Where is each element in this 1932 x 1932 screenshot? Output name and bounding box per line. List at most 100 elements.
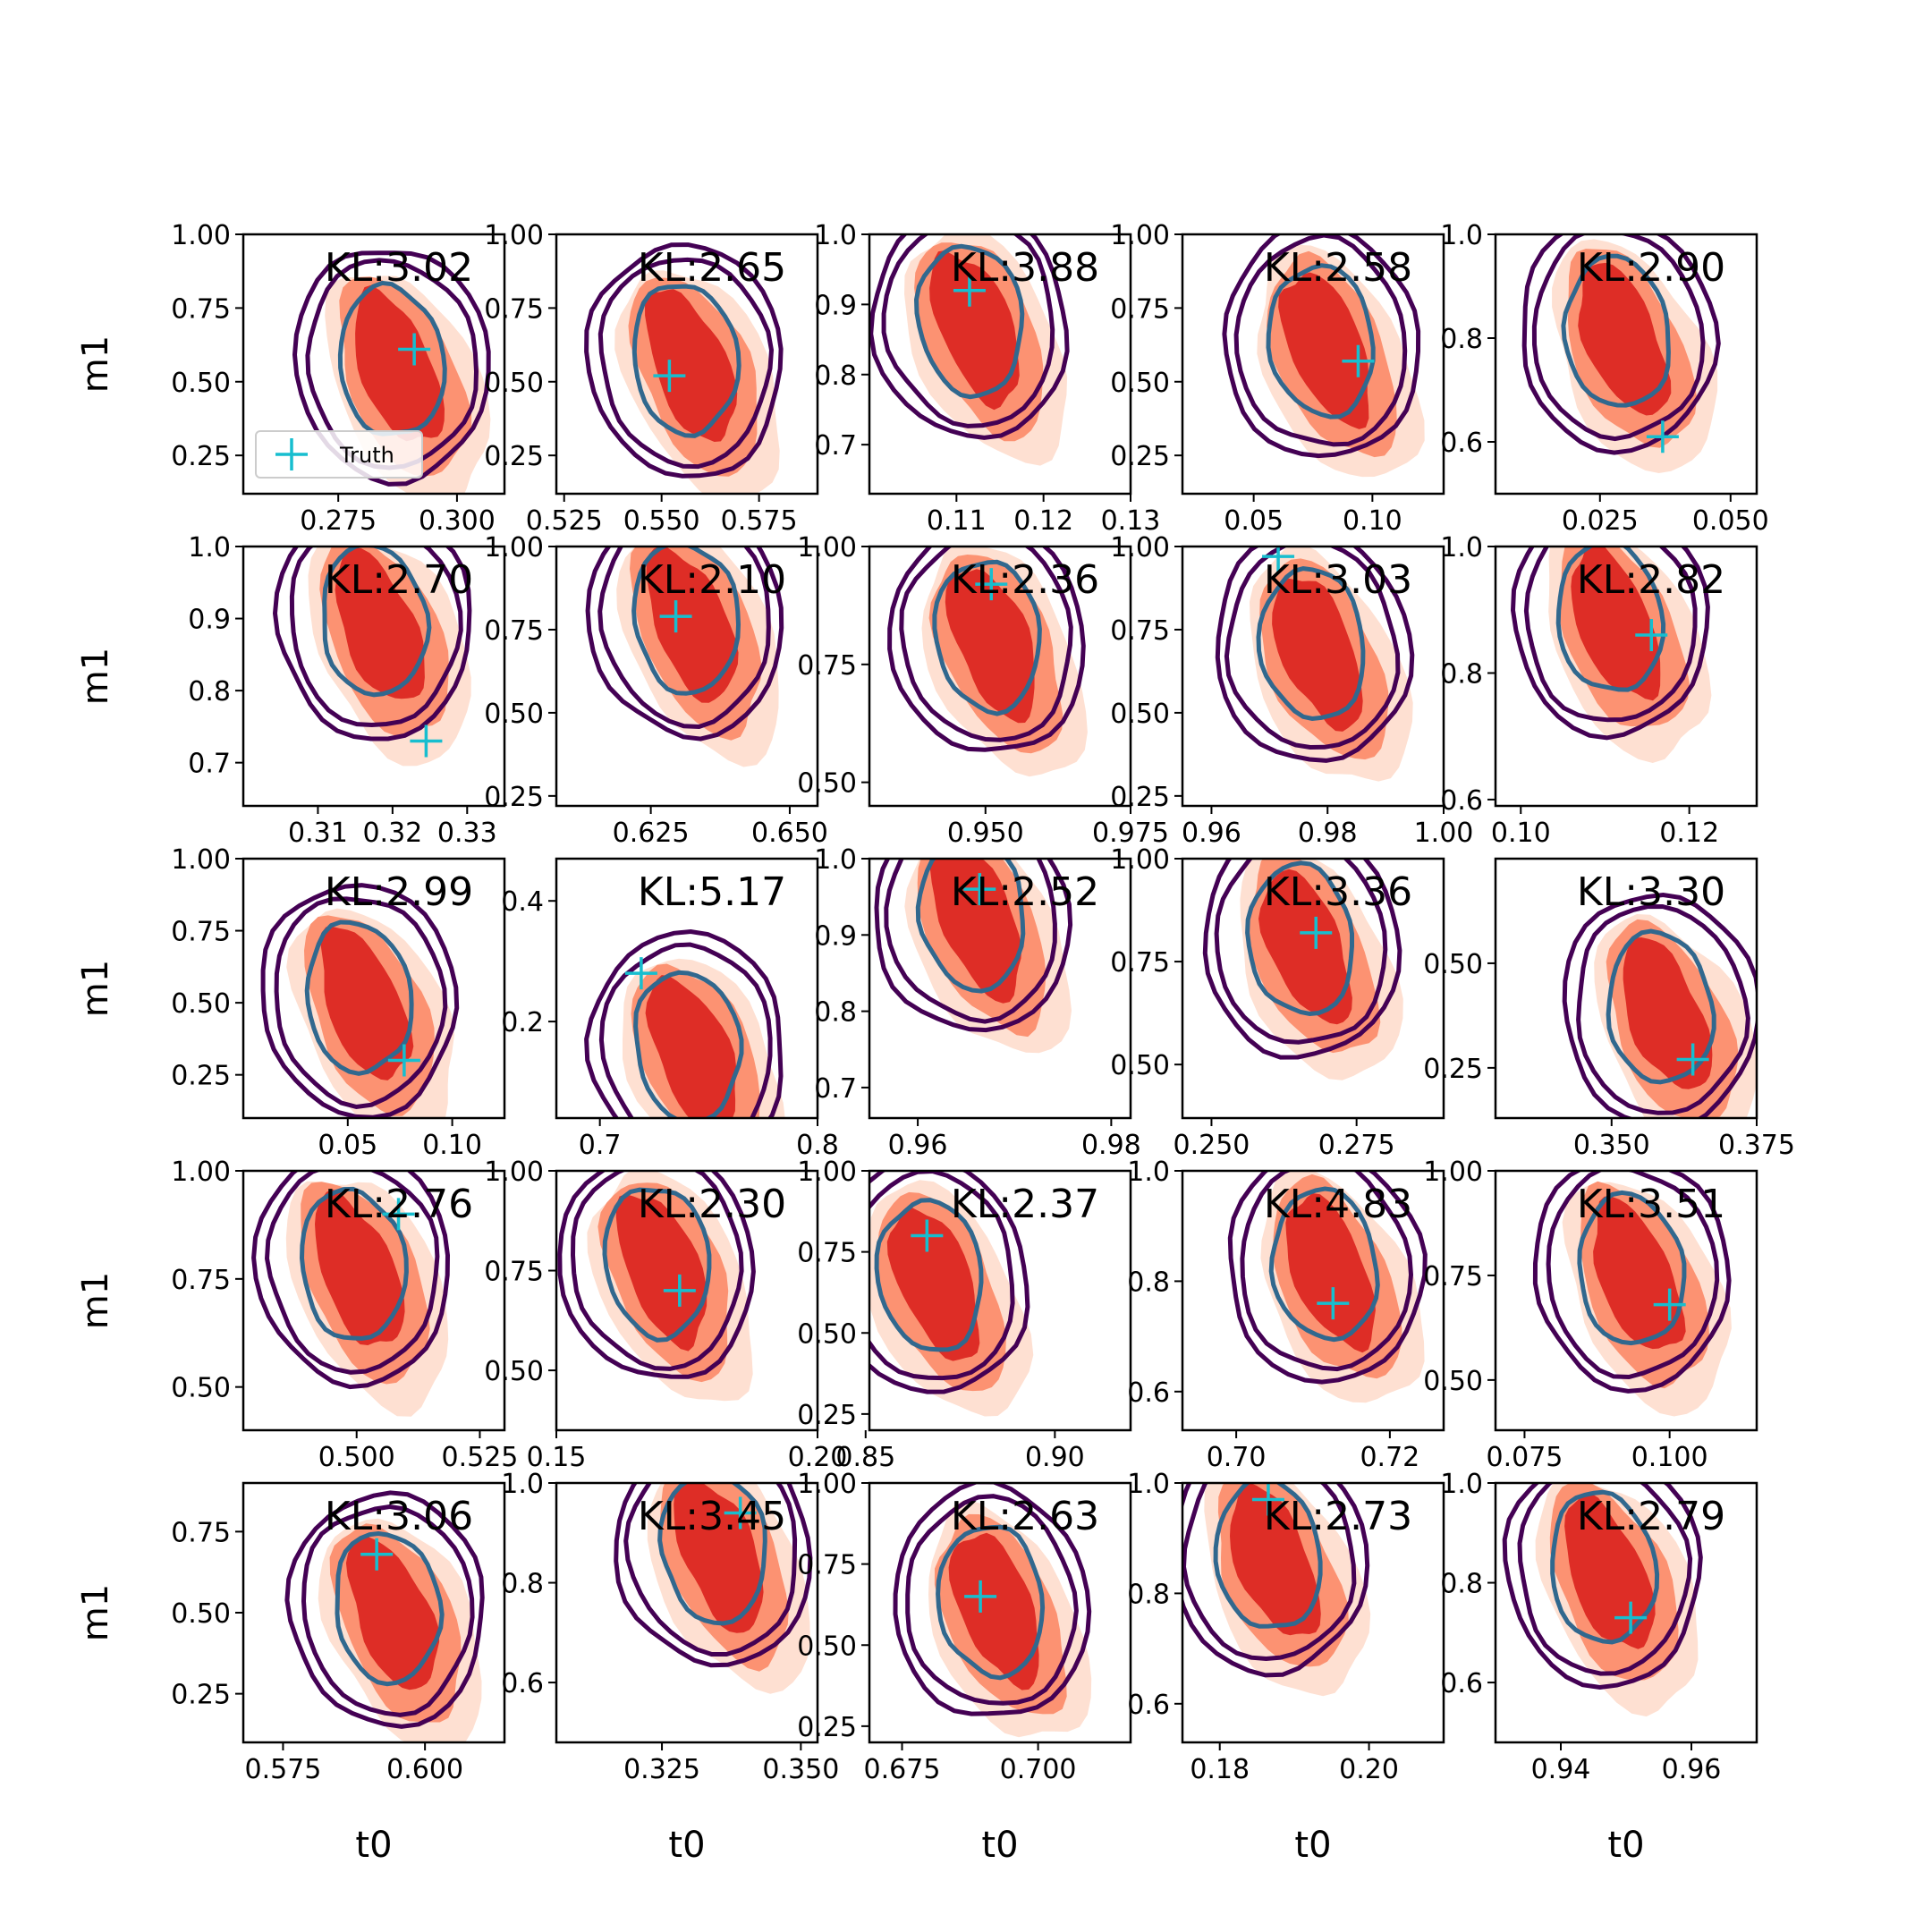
y-tick-label: 0.50 [484, 368, 544, 399]
y-axis-label: m1 [75, 335, 116, 393]
contour-middle [884, 859, 1057, 1024]
x-tick-label: 0.12 [1013, 505, 1073, 537]
contour-inner [631, 547, 741, 696]
density-plot [893, 1483, 1092, 1738]
truth-marker [1300, 916, 1333, 949]
density-plot [260, 883, 460, 1118]
x-tick-label: 0.600 [386, 1754, 463, 1785]
axes-frame [555, 1481, 819, 1744]
subplot-3: 0.11 0.12 0.13 0.7 0.8 0.9 1.0 KL:3.88 [814, 220, 1160, 537]
contour-inner [335, 1530, 445, 1687]
kl-label: KL:3.03 [1264, 557, 1412, 603]
density-fill-dark [929, 250, 1020, 411]
y-tick-label: 0.25 [484, 441, 544, 472]
y-tick-label: 0.50 [1423, 1366, 1483, 1397]
y-tick-label: 0.4 [501, 886, 544, 918]
subplot-6: 0.31 0.32 0.33 0.7 0.8 0.9 1.0 KL:2.70 [188, 532, 506, 849]
y-axis-label: m1 [75, 648, 116, 705]
x-tick-label: 0.10 [422, 1130, 482, 1161]
density-fill-dark [615, 1194, 708, 1352]
density-plot [869, 1171, 1034, 1417]
kl-label: KL:3.30 [1577, 869, 1725, 915]
y-tick-label: 0.25 [1110, 782, 1170, 813]
y-tick-label: 0.25 [484, 782, 544, 813]
x-tick-label: 0.350 [762, 1754, 839, 1785]
y-tick-label: 1.00 [1110, 220, 1170, 251]
truth-marker [410, 724, 443, 758]
truth-marker [653, 360, 686, 393]
contour-middle [1233, 234, 1408, 447]
x-tick-label: 0.98 [1081, 1130, 1141, 1161]
y-tick-label: 0.8 [1127, 1579, 1170, 1610]
x-tick-label: 0.950 [947, 818, 1024, 849]
contour-middle [305, 258, 479, 470]
kl-label: KL:5.17 [638, 869, 786, 915]
y-tick-label: 0.75 [797, 1238, 857, 1269]
y-tick-label: 0.75 [1110, 293, 1170, 325]
axes-frame [242, 857, 506, 1120]
y-tick-label: 0.75 [171, 293, 231, 325]
density-plot [584, 928, 785, 1118]
truth-marker [724, 1496, 757, 1530]
contour-middle [1182, 1483, 1357, 1662]
density-fill-dark [948, 1532, 1039, 1690]
kl-label: KL:2.52 [951, 869, 1099, 915]
x-tick-label: 0.18 [1190, 1754, 1250, 1785]
kl-label: KL:3.88 [951, 245, 1099, 291]
contour-outer [887, 547, 1086, 752]
contour-outer [585, 547, 784, 741]
y-tick-label: 0.8 [1440, 324, 1483, 355]
density-plot [1227, 1171, 1428, 1403]
legend-label: Truth [339, 443, 394, 468]
density-fill-dark [1571, 547, 1661, 701]
kl-label: KL:3.45 [638, 1494, 786, 1539]
y-tick-label: 0.25 [171, 1061, 231, 1092]
contour-outer [584, 242, 784, 479]
density-plot [887, 547, 1088, 777]
y-tick-label: 0.2 [501, 1007, 544, 1038]
y-tick-label: 0.7 [814, 430, 857, 462]
kl-label: KL:4.83 [1264, 1182, 1412, 1227]
axes-frame [1181, 857, 1445, 1120]
x-tick-label: 0.33 [437, 818, 497, 849]
contour-outer [614, 1483, 813, 1668]
y-tick-label: 1.0 [814, 844, 857, 876]
density-fill-dark [1593, 1196, 1686, 1350]
subplot-4: 0.05 0.10 0.25 0.50 0.75 1.00 KL:2.58 [1110, 220, 1445, 537]
y-tick-label: 1.0 [501, 1469, 544, 1500]
contour-inner [1550, 1489, 1660, 1645]
x-tick-label: 0.85 [835, 1442, 895, 1473]
x-tick-label: 0.975 [1092, 818, 1169, 849]
contour-outer [1521, 234, 1721, 455]
y-tick-label: 0.25 [797, 1712, 857, 1743]
contour-outer [1227, 1171, 1428, 1385]
kl-label: KL:2.65 [638, 245, 786, 291]
y-tick-label: 0.25 [1423, 1054, 1483, 1085]
y-tick-label: 0.50 [171, 1373, 231, 1404]
y-tick-label: 0.6 [1127, 1377, 1170, 1409]
contour-middle [1224, 547, 1401, 750]
truth-marker [1635, 619, 1668, 652]
contour-inner [602, 1187, 712, 1343]
truth-marker [387, 1044, 420, 1077]
subplot-14: 0.250 0.275 0.50 0.75 1.00 KL:3.36 [1110, 844, 1445, 1161]
y-tick-label: 1.0 [1440, 1469, 1483, 1500]
y-tick-label: 1.00 [797, 1157, 857, 1188]
subplot-15: 0.350 0.375 0.25 0.50 KL:3.30 [1423, 857, 1795, 1161]
density-fill-dark [1258, 869, 1352, 1025]
kl-label: KL:2.90 [1577, 245, 1725, 291]
contour-outer [1502, 1483, 1703, 1690]
subplot-10: 0.10 0.12 0.6 0.8 1.0 KL:2.82 [1440, 532, 1758, 849]
y-tick-label: 0.75 [1110, 615, 1170, 647]
x-tick-label: 0.525 [526, 505, 603, 537]
subplot-16: 0.500 0.525 0.50 0.75 1.00 KL:2.76 [171, 1157, 518, 1473]
x-tick-label: 0.31 [288, 818, 348, 849]
truth-marker [1646, 420, 1679, 453]
contour-middle [623, 1483, 798, 1657]
x-axis-label: t0 [355, 1825, 392, 1866]
y-tick-label: 0.25 [171, 1680, 231, 1711]
density-fill-dark [646, 547, 739, 703]
y-tick-label: 0.8 [188, 676, 231, 708]
y-tick-label: 0.50 [171, 1598, 231, 1630]
axes-frame [1494, 1481, 1758, 1744]
